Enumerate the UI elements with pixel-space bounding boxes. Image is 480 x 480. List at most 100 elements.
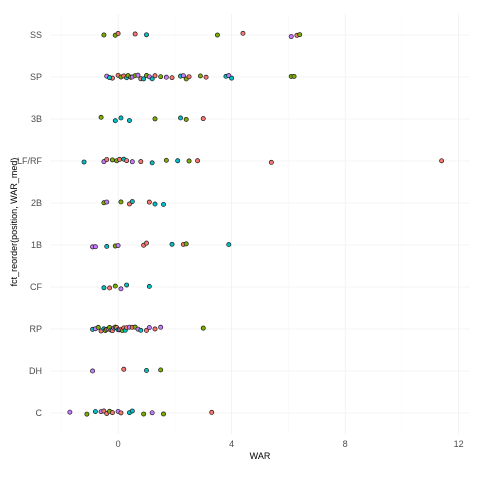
data-point-lf-rf xyxy=(138,159,144,165)
data-point-cf xyxy=(146,283,152,289)
data-point-rp xyxy=(146,325,152,331)
x-tick-label: 8 xyxy=(343,439,348,449)
data-point-dh xyxy=(158,367,164,373)
data-point-sp xyxy=(163,74,169,80)
y-tick-label-sp: SP xyxy=(30,72,42,82)
x-tick-label: 0 xyxy=(116,439,121,449)
data-point-dh xyxy=(144,367,149,373)
data-point-1b xyxy=(183,241,189,247)
y-tick-labels: C DH RP CF 1B 2B LF/RF 3B SP SS xyxy=(17,30,43,418)
data-point-c xyxy=(209,409,215,415)
data-point-ss xyxy=(288,34,294,39)
data-point-1b xyxy=(144,240,149,246)
data-point-lf-rf xyxy=(129,159,135,165)
y-tick-label-3b: 3B xyxy=(31,114,42,124)
y-tick-label-dh: DH xyxy=(29,366,42,376)
data-point-1b xyxy=(226,242,232,248)
data-point-sp xyxy=(107,75,113,81)
data-point-sp xyxy=(149,76,155,82)
y-tick-label-rp: RP xyxy=(29,324,42,334)
data-point-lf-rf xyxy=(439,158,445,164)
data-point-3b xyxy=(200,116,206,122)
data-point-2b xyxy=(118,199,124,205)
data-point-cf xyxy=(118,286,124,292)
y-tick-label-c: C xyxy=(36,408,43,418)
y-tick-label-ss: SS xyxy=(30,30,42,40)
data-point-c xyxy=(92,409,98,414)
data-point-lf-rf xyxy=(268,159,274,165)
data-point-sp xyxy=(203,74,209,80)
data-point-c xyxy=(161,411,166,417)
data-point-sp xyxy=(186,74,192,80)
data-point-2b xyxy=(104,199,110,205)
data-point-c xyxy=(84,411,90,417)
y-tick-label-cf: CF xyxy=(30,282,42,292)
data-point-cf xyxy=(112,283,118,289)
data-point-lf-rf xyxy=(186,158,192,164)
data-point-1b xyxy=(92,244,98,250)
data-point-3b xyxy=(112,118,118,124)
data-point-cf xyxy=(107,285,113,291)
data-points xyxy=(67,30,445,417)
data-point-3b xyxy=(178,115,183,121)
data-point-lf-rf xyxy=(81,159,87,165)
y-tick-label-lf-rf: LF/RF xyxy=(17,156,43,166)
data-point-2b xyxy=(129,199,135,204)
data-point-2b xyxy=(152,201,158,207)
data-point-ss xyxy=(214,32,220,38)
data-point-c xyxy=(129,408,135,414)
data-point-3b xyxy=(183,116,189,122)
data-point-2b xyxy=(146,199,152,205)
data-point-c xyxy=(109,410,115,416)
data-point-sp xyxy=(180,73,186,79)
data-point-ss xyxy=(144,32,149,38)
data-point-ss xyxy=(240,30,246,36)
data-point-lf-rf xyxy=(117,156,122,162)
data-point-c xyxy=(67,409,73,415)
x-tick-labels: 0 4 8 12 xyxy=(116,439,464,449)
data-point-rp xyxy=(200,325,206,331)
data-point-ss xyxy=(115,31,121,36)
data-point-rp xyxy=(95,324,101,330)
data-point-sp xyxy=(135,72,141,78)
data-point-lf-rf xyxy=(163,157,169,163)
x-axis-title: WAR xyxy=(250,451,271,461)
data-point-3b xyxy=(118,115,124,121)
data-point-lf-rf xyxy=(124,158,130,164)
data-point-lf-rf xyxy=(104,157,110,162)
data-point-sp xyxy=(229,75,235,81)
data-point-sp xyxy=(291,73,297,79)
data-point-1b xyxy=(115,243,121,249)
data-point-2b xyxy=(161,201,166,207)
data-point-dh xyxy=(121,366,127,372)
y-axis-title: fct_reorder(position, WAR_med) xyxy=(9,158,19,287)
data-point-lf-rf xyxy=(149,160,155,166)
data-point-ss xyxy=(132,31,138,37)
x-tick-label: 4 xyxy=(229,439,234,449)
data-point-sp xyxy=(169,75,175,81)
y-tick-label-2b: 2B xyxy=(31,198,42,208)
data-point-sp xyxy=(141,76,147,82)
data-point-ss xyxy=(297,32,303,38)
data-point-1b xyxy=(169,241,175,247)
data-point-3b xyxy=(152,116,158,122)
data-point-sp xyxy=(197,73,203,79)
data-point-lf-rf xyxy=(109,157,115,163)
data-point-c xyxy=(141,411,147,417)
data-point-cf xyxy=(101,285,107,291)
data-point-rp xyxy=(138,327,144,333)
data-point-lf-rf xyxy=(175,158,181,164)
data-point-dh xyxy=(90,368,96,374)
data-point-ss xyxy=(101,32,107,38)
data-point-c xyxy=(149,410,155,416)
data-point-rp xyxy=(144,327,149,333)
data-point-sp xyxy=(158,74,164,80)
data-point-rp xyxy=(152,326,158,332)
y-tick-label-1b: 1B xyxy=(31,240,42,250)
data-point-c xyxy=(118,410,124,416)
data-point-3b xyxy=(98,114,104,120)
data-point-lf-rf xyxy=(195,158,201,164)
x-tick-label: 12 xyxy=(454,439,464,449)
data-point-rp xyxy=(158,324,164,330)
